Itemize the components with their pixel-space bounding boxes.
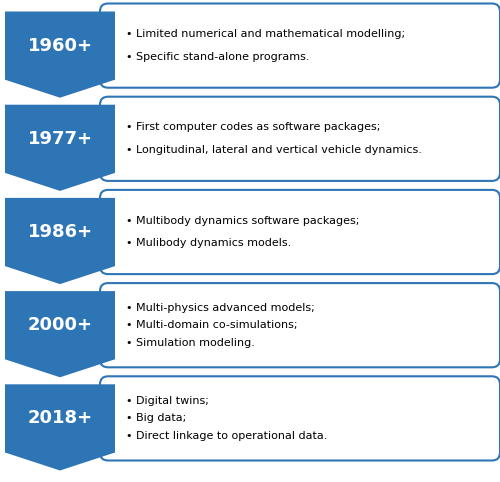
FancyBboxPatch shape (100, 190, 500, 274)
Polygon shape (5, 198, 115, 284)
Text: 1977+: 1977+ (28, 130, 92, 148)
Polygon shape (5, 291, 115, 377)
Text: 2000+: 2000+ (28, 316, 92, 334)
FancyBboxPatch shape (100, 3, 500, 88)
Text: • Longitudinal, lateral and vertical vehicle dynamics.: • Longitudinal, lateral and vertical veh… (126, 145, 422, 155)
Polygon shape (5, 12, 115, 98)
Polygon shape (5, 105, 115, 191)
Text: • Simulation modeling.: • Simulation modeling. (126, 337, 255, 348)
FancyBboxPatch shape (100, 283, 500, 367)
Text: • Multibody dynamics software packages;: • Multibody dynamics software packages; (126, 215, 360, 226)
Text: • Direct linkage to operational data.: • Direct linkage to operational data. (126, 431, 328, 441)
Polygon shape (5, 384, 115, 470)
Text: • Digital twins;: • Digital twins; (126, 396, 209, 406)
Text: • Multi-physics advanced models;: • Multi-physics advanced models; (126, 303, 315, 313)
FancyBboxPatch shape (100, 376, 500, 460)
Text: • Big data;: • Big data; (126, 414, 186, 423)
Text: 2018+: 2018+ (28, 409, 92, 428)
Text: 1960+: 1960+ (28, 37, 92, 54)
Text: • First computer codes as software packages;: • First computer codes as software packa… (126, 122, 380, 133)
Text: 1986+: 1986+ (28, 223, 92, 241)
Text: • Multi-domain co-simulations;: • Multi-domain co-simulations; (126, 320, 298, 330)
Text: • Mulibody dynamics models.: • Mulibody dynamics models. (126, 239, 291, 249)
Text: • Specific stand-alone programs.: • Specific stand-alone programs. (126, 52, 310, 62)
FancyBboxPatch shape (100, 97, 500, 181)
Text: • Limited numerical and mathematical modelling;: • Limited numerical and mathematical mod… (126, 29, 405, 39)
